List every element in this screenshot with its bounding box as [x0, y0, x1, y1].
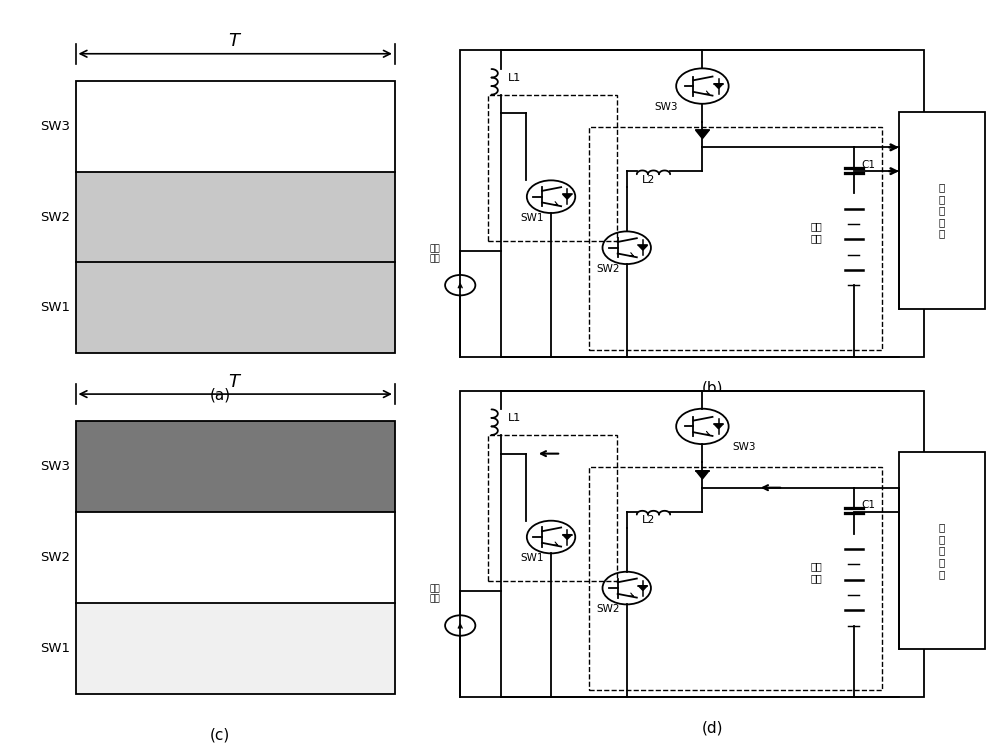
Text: SW2: SW2 [40, 211, 70, 224]
Polygon shape [563, 194, 572, 199]
Text: $T$: $T$ [228, 373, 242, 390]
Polygon shape [714, 84, 723, 88]
Bar [76, 81, 395, 172]
Text: SW2: SW2 [596, 263, 620, 274]
Bar [488, 435, 617, 581]
Bar [76, 172, 395, 263]
Text: SW1: SW1 [40, 642, 70, 654]
Text: SW2: SW2 [596, 604, 620, 614]
Text: L2: L2 [642, 175, 655, 185]
Text: SW1: SW1 [521, 212, 544, 222]
Polygon shape [563, 535, 572, 539]
Text: (c): (c) [210, 728, 230, 743]
Bar [460, 390, 924, 697]
Text: (a): (a) [209, 387, 231, 402]
Text: (d): (d) [702, 721, 723, 736]
Polygon shape [638, 586, 647, 590]
Text: 储电
池组: 储电 池组 [810, 221, 822, 243]
Text: SW3: SW3 [733, 442, 756, 453]
Text: 电
机
逆
变
器: 电 机 逆 变 器 [939, 522, 945, 579]
Text: C1: C1 [861, 500, 875, 510]
Text: 超级
电容: 超级 电容 [430, 584, 440, 604]
Text: L2: L2 [642, 515, 655, 525]
Text: $T$: $T$ [228, 32, 242, 50]
Text: 电
机
逆
变
器: 电 机 逆 变 器 [939, 182, 945, 239]
Polygon shape [696, 470, 709, 479]
Text: C1: C1 [861, 160, 875, 170]
Bar [76, 263, 395, 353]
Text: 储电
池组: 储电 池组 [810, 562, 822, 583]
Polygon shape [714, 424, 723, 429]
Bar [899, 452, 985, 649]
Bar [76, 421, 395, 693]
Bar [899, 111, 985, 309]
Bar [589, 127, 882, 350]
Bar [589, 468, 882, 690]
Text: 超级
电容: 超级 电容 [430, 244, 440, 263]
Text: SW1: SW1 [40, 301, 70, 314]
Bar [76, 512, 395, 603]
Text: L1: L1 [508, 414, 521, 423]
Bar [460, 50, 924, 357]
Polygon shape [696, 130, 709, 138]
Bar [488, 94, 617, 241]
Bar [76, 421, 395, 512]
Polygon shape [638, 245, 647, 250]
Text: SW3: SW3 [654, 102, 678, 112]
Text: L1: L1 [508, 73, 521, 83]
Text: SW1: SW1 [521, 553, 544, 562]
Text: SW3: SW3 [40, 120, 70, 133]
Text: (b): (b) [702, 381, 723, 396]
Text: SW2: SW2 [40, 551, 70, 564]
Bar [76, 603, 395, 693]
Bar [76, 81, 395, 353]
Text: SW3: SW3 [40, 460, 70, 473]
